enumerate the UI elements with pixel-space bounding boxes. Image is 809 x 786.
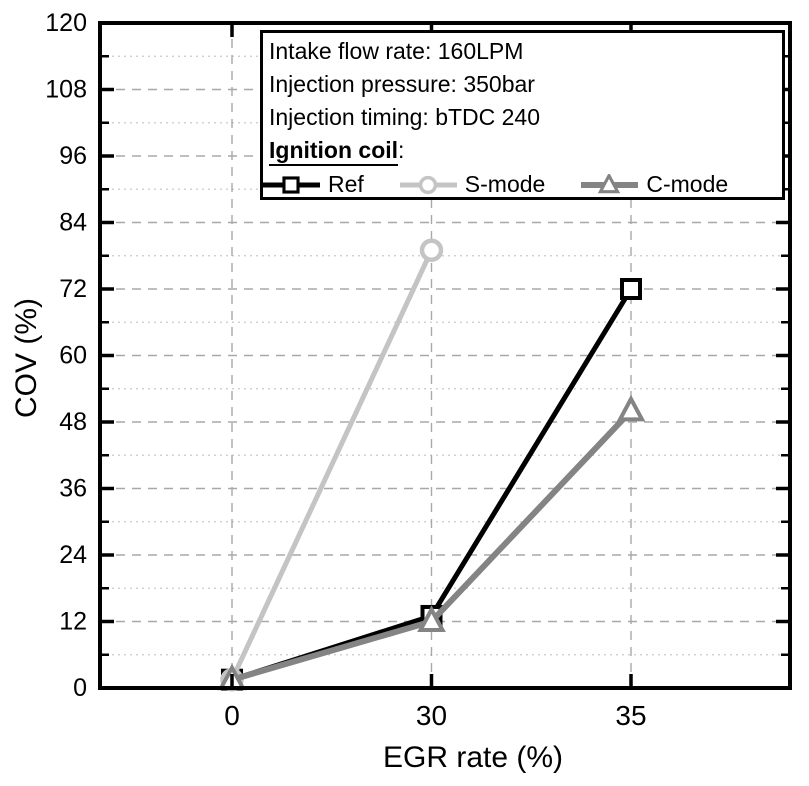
legend-condition-pressure: Injection pressure: 350bar	[269, 71, 535, 97]
y-tick-label: 60	[59, 342, 87, 370]
y-tick-label: 0	[73, 674, 87, 702]
legend-label-ref: Ref	[328, 171, 364, 197]
triangle-line-marker-icon	[581, 173, 639, 193]
legend-entry-c-mode: C-mode	[581, 168, 728, 201]
legend-entry-s-mode: S-mode	[399, 168, 546, 201]
legend-condition-timing: Injection timing: bTDC 240	[269, 104, 541, 130]
x-tick-label: 30	[416, 700, 447, 731]
y-tick-label: 84	[59, 209, 87, 237]
x-tick-label: 35	[615, 700, 646, 731]
y-tick-label: 36	[59, 475, 87, 503]
axis-frame	[98, 21, 792, 690]
y-tick-label: 96	[59, 142, 87, 170]
legend-label-c-mode: C-mode	[646, 171, 729, 197]
x-axis-title: EGR rate (%)	[382, 741, 564, 774]
legend-section-header: Ignition coil:	[263, 134, 782, 167]
legend-series-row: Ref S-mode C-mode	[263, 168, 782, 201]
y-tick-label: 108	[45, 76, 87, 104]
y-axis-title: COV (%)	[10, 298, 43, 418]
tick-labels: 0 12 24 36 48 60 72 84 96 108 120 0 30 35	[45, 9, 646, 731]
circle-line-marker-icon	[399, 175, 457, 194]
legend-label-s-mode: S-mode	[464, 171, 546, 197]
legend-box: Intake flow rate: 160LPM Injection press…	[260, 30, 785, 200]
y-tick-label: 48	[59, 408, 87, 436]
y-tick-label: 72	[59, 275, 87, 303]
y-tick-label: 12	[59, 608, 87, 636]
y-tick-label: 120	[45, 9, 87, 37]
legend-section-title: Ignition coil	[269, 137, 399, 166]
legend-section-colon: :	[398, 137, 405, 163]
legend-condition-intake: Intake flow rate: 160LPM	[269, 38, 524, 64]
y-tick-label: 24	[59, 541, 87, 569]
legend-entry-ref: Ref	[263, 168, 364, 201]
square-line-marker-icon	[263, 175, 320, 194]
x-tick-label: 0	[224, 700, 240, 731]
